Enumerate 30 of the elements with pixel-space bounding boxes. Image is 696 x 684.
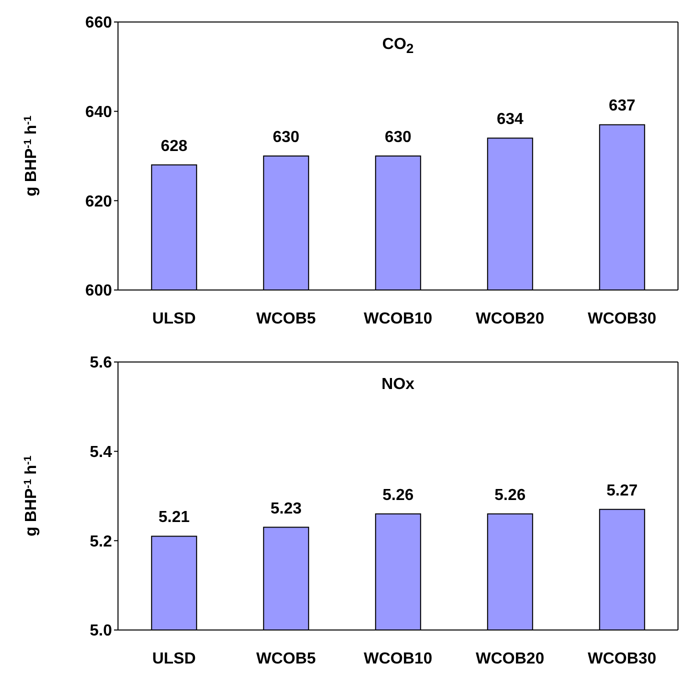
data-label: 5.27 [606,482,638,500]
x-tick-label: ULSD [152,310,196,328]
y-tick-label: 5.2 [90,533,112,550]
data-label: 628 [160,138,188,155]
x-tick-label: WCOB20 [476,650,544,668]
data-label: 630 [384,129,412,146]
text: CO$_{2}$ [381,36,415,56]
y-tick-label: 5.6 [90,354,112,372]
y-tick-label: 640 [85,104,112,122]
x-tick-label: WCOB10 [364,310,432,328]
y-tick-label: 600 [85,282,112,300]
x-tick-label: WCOB5 [256,650,316,668]
x-tick-label: WCOB5 [256,310,316,328]
y-tick-label: 620 [85,193,112,210]
y-tick-label: 660 [85,14,112,32]
text: NOx [380,376,416,394]
x-tick-label: WCOB10 [364,650,432,668]
x-tick-label: WCOB30 [588,310,656,328]
data-label: 634 [496,111,524,128]
data-label: 5.23 [270,500,302,518]
data-label: 5.26 [494,486,526,504]
data-label: 5.26 [382,486,414,504]
x-tick-label: WCOB20 [476,310,544,328]
x-tick-label: WCOB30 [588,650,656,668]
data-label: 5.21 [158,509,190,526]
x-tick-label: ULSD [152,650,196,668]
data-label: 637 [608,98,636,115]
y-tick-label: 5.4 [90,444,112,462]
data-label: 630 [272,129,300,146]
y-tick-label: 5.0 [90,622,112,640]
